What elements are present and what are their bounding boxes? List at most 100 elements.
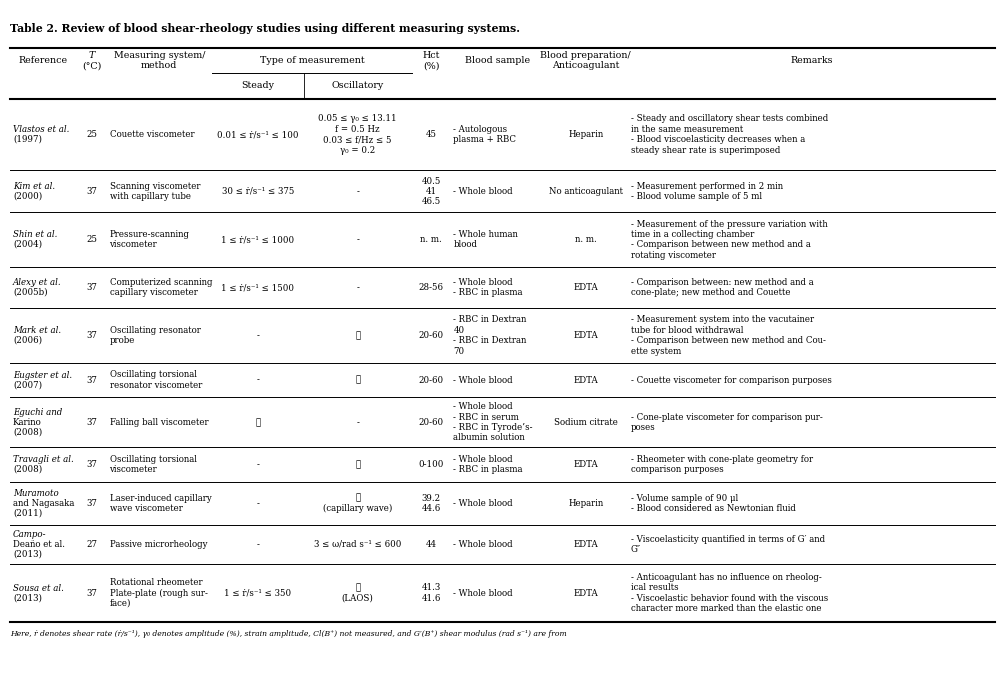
Text: EDTA: EDTA bbox=[573, 540, 598, 549]
Text: (2006): (2006) bbox=[13, 336, 42, 345]
Text: (2013): (2013) bbox=[13, 593, 42, 602]
Text: -: - bbox=[357, 235, 359, 244]
Text: (2005b): (2005b) bbox=[13, 288, 47, 297]
Text: -: - bbox=[357, 418, 359, 427]
Text: Heparin: Heparin bbox=[568, 499, 603, 508]
Text: 45: 45 bbox=[425, 130, 436, 139]
Text: -: - bbox=[357, 187, 359, 196]
Text: 37: 37 bbox=[86, 499, 97, 508]
Text: - Whole blood
- RBC in plasma: - Whole blood - RBC in plasma bbox=[453, 455, 523, 475]
Text: Heparin: Heparin bbox=[568, 130, 603, 139]
Text: Shin et al.: Shin et al. bbox=[13, 230, 57, 240]
Text: 37: 37 bbox=[86, 187, 97, 196]
Text: Mark et al.: Mark et al. bbox=[13, 326, 61, 335]
Text: (2004): (2004) bbox=[13, 240, 42, 249]
Text: - Measurement system into the vacutainer
tube for blood withdrawal
- Comparison : - Measurement system into the vacutainer… bbox=[630, 316, 825, 356]
Text: 20-60: 20-60 bbox=[418, 331, 443, 340]
Text: - Measurement performed in 2 min
- Blood volume sample of 5 ml: - Measurement performed in 2 min - Blood… bbox=[630, 182, 783, 201]
Text: Oscillating resonator
probe: Oscillating resonator probe bbox=[110, 326, 200, 345]
Text: Rotational rheometer
Plate-plate (rough sur-
face): Rotational rheometer Plate-plate (rough … bbox=[110, 578, 207, 608]
Text: -: - bbox=[357, 283, 359, 292]
Text: -: - bbox=[256, 460, 259, 469]
Text: (°C): (°C) bbox=[82, 62, 102, 71]
Text: - Whole blood
- RBC in serum
- RBC in Tyrode’s-
albumin solution: - Whole blood - RBC in serum - RBC in Ty… bbox=[453, 402, 533, 443]
Text: ✓: ✓ bbox=[355, 460, 360, 469]
Text: 37: 37 bbox=[86, 460, 97, 469]
Text: Campo-: Campo- bbox=[13, 530, 46, 539]
Text: 20-60: 20-60 bbox=[418, 375, 443, 384]
Text: Kim et al.: Kim et al. bbox=[13, 182, 55, 191]
Text: 37: 37 bbox=[86, 375, 97, 384]
Text: 0-100: 0-100 bbox=[418, 460, 444, 469]
Text: Karino: Karino bbox=[13, 418, 42, 427]
Text: n. m.: n. m. bbox=[575, 235, 597, 244]
Text: 25: 25 bbox=[86, 235, 97, 244]
Text: - Couette viscometer for comparison purposes: - Couette viscometer for comparison purp… bbox=[630, 375, 831, 384]
Text: ✓: ✓ bbox=[355, 375, 360, 384]
Text: - Whole human
blood: - Whole human blood bbox=[453, 230, 519, 249]
Text: 37: 37 bbox=[86, 418, 97, 427]
Text: Oscillating torsional
viscometer: Oscillating torsional viscometer bbox=[110, 455, 197, 475]
Text: 40.5
41
46.5: 40.5 41 46.5 bbox=[421, 177, 441, 206]
Text: 25: 25 bbox=[86, 130, 97, 139]
Text: - Whole blood: - Whole blood bbox=[453, 375, 513, 384]
Text: Blood sample: Blood sample bbox=[464, 56, 530, 65]
Text: 28-56: 28-56 bbox=[419, 283, 443, 292]
Text: Passive microrheology: Passive microrheology bbox=[110, 540, 207, 549]
Text: - Rheometer with cone-plate geometry for
comparison purposes: - Rheometer with cone-plate geometry for… bbox=[630, 455, 813, 475]
Text: (2013): (2013) bbox=[13, 549, 42, 559]
Text: Alexy et al.: Alexy et al. bbox=[13, 278, 61, 287]
Text: - Cone-plate viscometer for comparison pur-
poses: - Cone-plate viscometer for comparison p… bbox=[630, 413, 822, 432]
Text: No anticoagulant: No anticoagulant bbox=[549, 187, 623, 196]
Text: Muramoto: Muramoto bbox=[13, 490, 58, 498]
Text: - Whole blood: - Whole blood bbox=[453, 499, 513, 508]
Text: (2008): (2008) bbox=[13, 465, 42, 474]
Text: (2011): (2011) bbox=[13, 509, 42, 517]
Text: 41.3
41.6: 41.3 41.6 bbox=[421, 583, 441, 603]
Text: (1997): (1997) bbox=[13, 135, 42, 144]
Text: EDTA: EDTA bbox=[573, 283, 598, 292]
Text: 3 ≤ ω/rad s⁻¹ ≤ 600: 3 ≤ ω/rad s⁻¹ ≤ 600 bbox=[314, 540, 401, 549]
Text: 27: 27 bbox=[86, 540, 97, 549]
Text: Sodium citrate: Sodium citrate bbox=[554, 418, 618, 427]
Text: Couette viscometer: Couette viscometer bbox=[110, 130, 194, 139]
Text: -: - bbox=[256, 331, 259, 340]
Text: 1 ≤ ṙ/s⁻¹ ≤ 1000: 1 ≤ ṙ/s⁻¹ ≤ 1000 bbox=[221, 235, 294, 244]
Text: - Whole blood: - Whole blood bbox=[453, 589, 513, 598]
Text: ✓
(capillary wave): ✓ (capillary wave) bbox=[323, 494, 392, 513]
Text: - Anticoagulant has no influence on rheolog-
ical results
- Viscoelastic behavio: - Anticoagulant has no influence on rheo… bbox=[630, 573, 828, 613]
Text: Oscillating torsional
resonator viscometer: Oscillating torsional resonator viscomet… bbox=[110, 370, 202, 390]
Text: EDTA: EDTA bbox=[573, 375, 598, 384]
Text: Here, ṙ denotes shear rate (ṙ/s⁻¹), γ₀ denotes amplitude (%), strain amplitude, : Here, ṙ denotes shear rate (ṙ/s⁻¹), γ₀ d… bbox=[10, 630, 567, 638]
Text: Laser-induced capillary
wave viscometer: Laser-induced capillary wave viscometer bbox=[110, 494, 211, 513]
Text: Steady: Steady bbox=[241, 81, 274, 90]
Text: -: - bbox=[256, 499, 259, 508]
Text: Blood preparation/
Anticoagulant: Blood preparation/ Anticoagulant bbox=[541, 51, 631, 71]
Text: Computerized scanning
capillary viscometer: Computerized scanning capillary viscomet… bbox=[110, 278, 212, 297]
Text: Remarks: Remarks bbox=[790, 56, 832, 65]
Text: 0.01 ≤ ṙ/s⁻¹ ≤ 100: 0.01 ≤ ṙ/s⁻¹ ≤ 100 bbox=[217, 130, 298, 139]
Text: (2007): (2007) bbox=[13, 380, 42, 390]
Text: 20-60: 20-60 bbox=[418, 418, 443, 427]
Text: Table 2. Review of blood shear-rheology studies using different measuring system: Table 2. Review of blood shear-rheology … bbox=[10, 23, 520, 35]
Text: - Comparison between: new method and a
cone-plate; new method and Couette: - Comparison between: new method and a c… bbox=[630, 278, 813, 297]
Text: Scanning viscometer
with capillary tube: Scanning viscometer with capillary tube bbox=[110, 182, 200, 201]
Text: - Measurement of the pressure variation with
time in a collecting chamber
- Comp: - Measurement of the pressure variation … bbox=[630, 219, 827, 260]
Text: ✓: ✓ bbox=[255, 418, 260, 427]
Text: Eguchi and: Eguchi and bbox=[13, 408, 62, 417]
Text: -: - bbox=[256, 375, 259, 384]
Text: - Autologous
plasma + RBC: - Autologous plasma + RBC bbox=[453, 125, 517, 144]
Text: 44: 44 bbox=[425, 540, 436, 549]
Text: Hct
(%): Hct (%) bbox=[422, 51, 440, 71]
Text: Type of measurement: Type of measurement bbox=[259, 56, 364, 65]
Text: Oscillatory: Oscillatory bbox=[332, 81, 384, 90]
Text: ✓: ✓ bbox=[355, 331, 360, 340]
Text: - Whole blood: - Whole blood bbox=[453, 187, 513, 196]
Text: Pressure-scanning
viscometer: Pressure-scanning viscometer bbox=[110, 230, 190, 249]
Text: - Viscoelasticity quantified in terms of G′ and
G″: - Viscoelasticity quantified in terms of… bbox=[630, 535, 825, 554]
Text: Measuring system/
method: Measuring system/ method bbox=[114, 51, 205, 71]
Text: 1 ≤ ṙ/s⁻¹ ≤ 1500: 1 ≤ ṙ/s⁻¹ ≤ 1500 bbox=[221, 283, 294, 292]
Text: 37: 37 bbox=[86, 331, 97, 340]
Text: 1 ≤ ṙ/s⁻¹ ≤ 350: 1 ≤ ṙ/s⁻¹ ≤ 350 bbox=[224, 589, 291, 598]
Text: 37: 37 bbox=[86, 283, 97, 292]
